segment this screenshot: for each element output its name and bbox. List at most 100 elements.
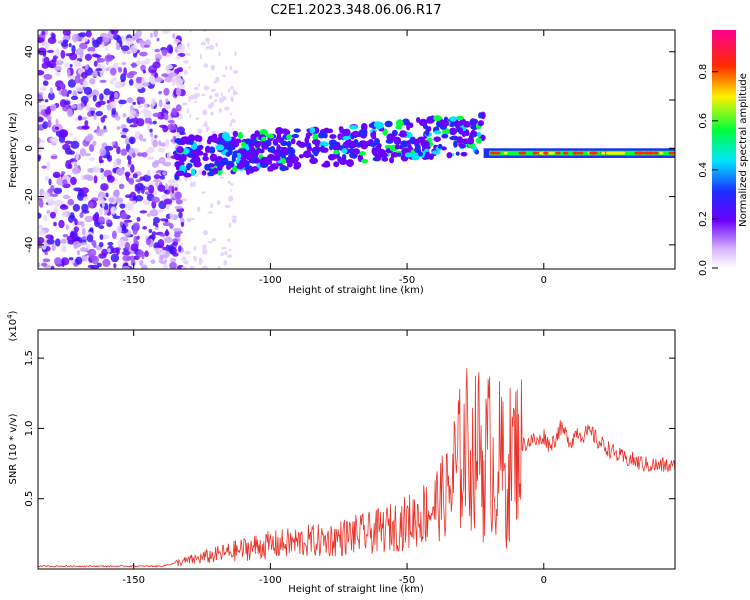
spectrogram-cell	[105, 192, 109, 198]
spectrogram-cell	[38, 212, 42, 219]
spectrogram-cell	[89, 78, 96, 85]
spectrogram-cell	[217, 266, 221, 269]
spectrogram-cell	[193, 173, 199, 177]
spectrogram-cell	[214, 92, 219, 98]
spectrogram-cell	[254, 130, 260, 137]
spectrogram-cell	[659, 151, 664, 155]
spectrogram-cell	[449, 136, 459, 141]
spectrogram-cell	[135, 59, 141, 66]
spectrogram-cell	[110, 206, 117, 215]
spectrogram-cell	[133, 255, 140, 261]
spectrogram-cell	[62, 194, 71, 200]
spectrogram-cell	[83, 193, 88, 197]
spectrogram-cell	[395, 119, 404, 127]
spectrogram-cell	[332, 145, 340, 152]
spectrogram-cell	[88, 157, 95, 161]
spectrogram-cell	[53, 221, 57, 227]
spectrogram-cell	[229, 112, 232, 116]
spectrogram-cell	[104, 145, 114, 151]
spectrogram-cell	[275, 127, 284, 135]
spectrogram-cell	[421, 140, 430, 149]
spectrogram-cell	[163, 112, 169, 121]
spectrogram-cell	[88, 202, 94, 209]
spectrogram-cell	[69, 212, 75, 219]
spectrogram-cell	[171, 108, 180, 112]
spectrogram-cell	[358, 128, 368, 136]
spectrogram-cell	[73, 60, 81, 68]
spectrogram-cell	[60, 88, 68, 97]
spectrogram-cell	[360, 141, 369, 150]
spectrogram-cell	[215, 137, 221, 143]
spectrogram-cell	[114, 197, 124, 204]
spectrogram-cell	[190, 142, 198, 150]
spectrogram-cell	[70, 95, 79, 101]
spectrogram-cell	[144, 250, 149, 258]
spectrogram-cell	[48, 59, 57, 69]
spectrogram-cell	[548, 151, 555, 155]
spectrogram-cell	[293, 128, 301, 133]
spectrogram-cell	[214, 157, 222, 163]
spectrogram-cell	[51, 243, 56, 252]
spectrogram-cell	[151, 196, 160, 203]
spectrogram-cell	[54, 257, 62, 266]
spectrogram-cell	[40, 139, 45, 143]
spectrogram-cell	[161, 30, 171, 35]
spectrogram-cell	[348, 140, 357, 149]
spectrogram-cell	[194, 134, 200, 142]
spectrogram-cell	[174, 205, 183, 210]
spectrogram-cell	[38, 199, 44, 208]
spectrogram-cell	[47, 119, 52, 128]
spectrogram-cell	[215, 76, 220, 83]
spectrogram-cell	[74, 75, 81, 84]
spectrogram-cell	[132, 101, 137, 105]
spectrogram-cell	[433, 136, 441, 142]
spectrogram-cell	[158, 156, 166, 165]
spectrogram-cell	[183, 172, 192, 178]
spectrogram-cell	[38, 197, 43, 201]
spectrogram-cell	[470, 129, 477, 137]
spectrogram-cell	[71, 104, 77, 109]
spectrogram-cell	[114, 141, 118, 148]
spectrogram-cell	[150, 132, 154, 138]
spectrogram-cell	[394, 144, 401, 150]
spectrogram-cell	[69, 64, 73, 68]
snr-ytick-label: 0.5	[24, 491, 35, 507]
spectrogram-cell	[71, 167, 80, 175]
spectrogram-cell	[251, 166, 259, 171]
spectrogram-cell	[97, 216, 105, 224]
spectrogram-cell	[165, 203, 171, 210]
snr-xlabel: Height of straight line (km)	[288, 584, 424, 595]
spectrogram-cell	[311, 139, 321, 145]
spectrogram-cell	[87, 248, 97, 257]
spectrogram-cell	[456, 136, 464, 144]
spectrogram-cell	[164, 230, 170, 236]
spectrogram-cell	[230, 119, 236, 123]
spectrogram-cell	[475, 137, 483, 144]
spectrogram-cell	[562, 151, 569, 155]
spectrogram-cell	[210, 101, 214, 107]
spectrogram-cell	[45, 234, 54, 240]
spectrogram-cell	[407, 143, 412, 149]
spectrogram-xtick-label: -50	[399, 275, 415, 286]
spectrogram-cell	[152, 179, 161, 183]
spectrogram-cell	[159, 124, 167, 129]
spectrogram-cell	[372, 149, 378, 157]
spectrogram-cell	[157, 147, 165, 153]
spectrogram-frame	[37, 29, 676, 270]
spectrogram-cell	[152, 120, 157, 125]
spectrogram-cell	[125, 172, 130, 181]
spectrogram-cell	[55, 71, 61, 77]
spectrogram-cell	[172, 241, 179, 246]
spectrogram-cell	[169, 46, 173, 54]
spectrogram-cell	[184, 250, 191, 255]
spectrogram-cell	[123, 67, 127, 76]
spectrogram-cell	[84, 53, 92, 61]
spectrogram-cell	[125, 202, 134, 211]
colorbar-tick-label: 0.8	[698, 64, 709, 80]
spectrogram-cell	[71, 44, 76, 54]
spectrogram-cell	[322, 147, 329, 153]
spectrogram-cell	[98, 225, 105, 230]
spectrogram-cell	[202, 244, 207, 251]
snr-ylabel: SNR (10 * v/v)	[8, 413, 19, 484]
spectrogram-cell	[229, 183, 234, 186]
